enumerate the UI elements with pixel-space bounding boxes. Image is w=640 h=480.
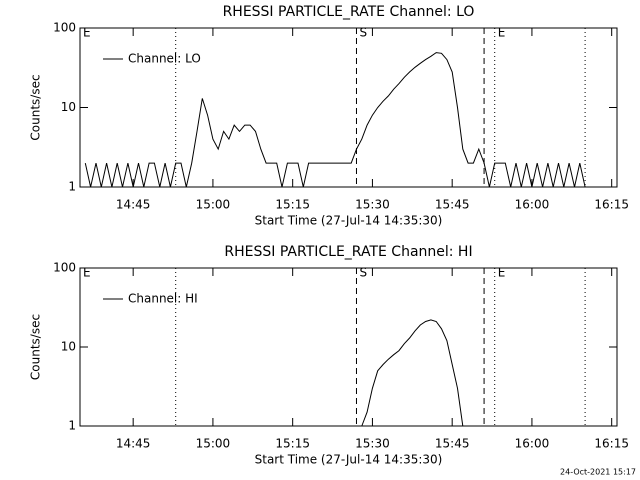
y-tick-label: 1 [68, 419, 76, 433]
marker-label: E [498, 26, 506, 40]
legend-label: Channel: LO [128, 52, 201, 66]
y-tick-label: 100 [53, 261, 76, 275]
y-tick-label: 10 [61, 340, 76, 354]
chart-title: RHESSI PARTICLE_RATE Channel: LO [223, 4, 475, 20]
x-axis-label: Start Time (27-Jul-14 14:35:30) [255, 214, 443, 228]
footer: 24-Oct-2021 15:17 [560, 468, 636, 477]
series-line [84, 52, 586, 188]
y-tick-label: 1 [68, 180, 76, 194]
chart-title: RHESSI PARTICLE_RATE Channel: HI [224, 244, 472, 260]
marker-label: E [83, 266, 91, 280]
x-tick-label: 16:00 [515, 437, 550, 451]
series-line [361, 319, 464, 427]
y-axis-label: Counts/sec [29, 74, 43, 140]
x-tick-label: 15:30 [355, 198, 390, 212]
marker-label: S [359, 266, 367, 280]
x-tick-label: 15:45 [435, 437, 470, 451]
x-tick-label: 14:45 [116, 198, 151, 212]
x-tick-label: 16:15 [594, 437, 629, 451]
x-tick-label: 16:00 [515, 198, 550, 212]
x-tick-label: 15:00 [196, 437, 231, 451]
x-tick-label: 14:45 [116, 437, 151, 451]
y-tick-label: 100 [53, 21, 76, 35]
x-tick-label: 15:30 [355, 437, 390, 451]
x-tick-label: 15:00 [196, 198, 231, 212]
legend-label: Channel: HI [128, 292, 198, 306]
x-tick-label: 16:15 [594, 198, 629, 212]
x-axis-label: Start Time (27-Jul-14 14:35:30) [255, 453, 443, 467]
marker-label: E [83, 26, 91, 40]
x-tick-label: 15:45 [435, 198, 470, 212]
y-axis-label: Counts/sec [29, 314, 43, 380]
x-tick-label: 15:15 [275, 437, 310, 451]
marker-label: S [359, 26, 367, 40]
marker-label: E [498, 266, 506, 280]
x-tick-label: 15:15 [275, 198, 310, 212]
y-tick-label: 10 [61, 100, 76, 114]
